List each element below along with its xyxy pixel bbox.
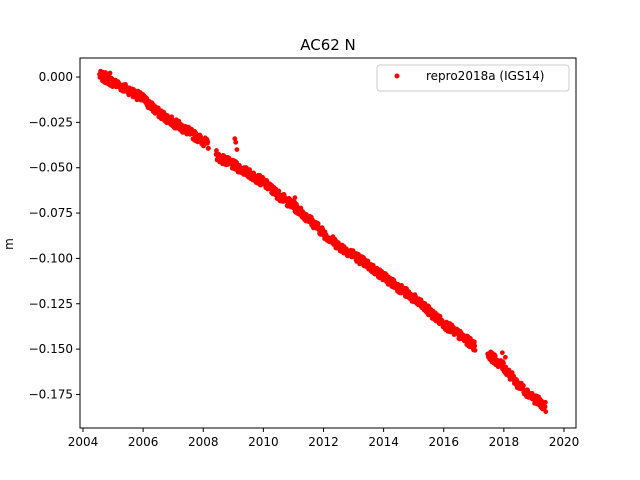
data-point bbox=[206, 145, 211, 151]
data-point bbox=[234, 147, 240, 152]
data-point bbox=[543, 399, 548, 405]
y-tick-label: −0.025 bbox=[29, 115, 73, 129]
x-tick-label: 2020 bbox=[549, 435, 580, 449]
x-tick-label: 2014 bbox=[368, 435, 399, 449]
legend-label: repro2018a (IGS14) bbox=[426, 69, 544, 83]
data-point bbox=[543, 409, 549, 415]
data-point bbox=[103, 70, 108, 75]
data-points bbox=[97, 68, 549, 415]
plot-area-frame bbox=[79, 57, 577, 429]
legend-box bbox=[376, 64, 570, 92]
data-point bbox=[233, 139, 239, 145]
y-tick-label: 0.000 bbox=[39, 70, 73, 84]
data-point bbox=[472, 347, 478, 353]
data-point bbox=[193, 130, 199, 136]
y-tick-label: −0.100 bbox=[29, 251, 73, 265]
data-point bbox=[471, 339, 477, 345]
y-tick-label: −0.125 bbox=[29, 297, 73, 311]
chart-title: AC62 N bbox=[300, 36, 356, 54]
x-tick-label: 2010 bbox=[248, 435, 279, 449]
data-point bbox=[499, 350, 505, 356]
data-point bbox=[155, 105, 161, 111]
data-point bbox=[107, 70, 113, 76]
legend: repro2018a (IGS14) bbox=[376, 64, 570, 92]
data-point bbox=[292, 195, 298, 201]
y-tick-label: −0.050 bbox=[29, 161, 73, 175]
data-point bbox=[501, 360, 506, 366]
data-point bbox=[276, 188, 282, 194]
x-tick-label: 2004 bbox=[68, 435, 99, 449]
data-point bbox=[520, 383, 526, 388]
legend-marker bbox=[394, 73, 400, 79]
x-tick-label: 2016 bbox=[428, 435, 459, 449]
data-point bbox=[169, 114, 175, 120]
data-point bbox=[542, 404, 548, 410]
y-tick-label: −0.175 bbox=[29, 387, 73, 401]
y-axis-label: m bbox=[2, 238, 16, 250]
data-point bbox=[232, 136, 238, 142]
x-tick-label: 2006 bbox=[128, 435, 159, 449]
y-tick-label: −0.075 bbox=[29, 206, 73, 220]
y-axis-ticks: 0.000 −0.025 −0.050 −0.075 −0.100 −0.125 −0.15… bbox=[29, 70, 80, 401]
data-point bbox=[370, 262, 376, 268]
x-tick-label: 2008 bbox=[188, 435, 219, 449]
data-point bbox=[472, 343, 478, 349]
x-axis-ticks: 2004 2006 2008 2010 2012 2014 2016 2018 2020 bbox=[68, 428, 580, 449]
x-tick-label: 2018 bbox=[489, 435, 520, 449]
data-point bbox=[205, 139, 211, 145]
x-tick-label: 2012 bbox=[308, 435, 339, 449]
data-point bbox=[502, 354, 508, 360]
data-point bbox=[315, 221, 321, 227]
y-tick-label: −0.150 bbox=[29, 342, 73, 356]
